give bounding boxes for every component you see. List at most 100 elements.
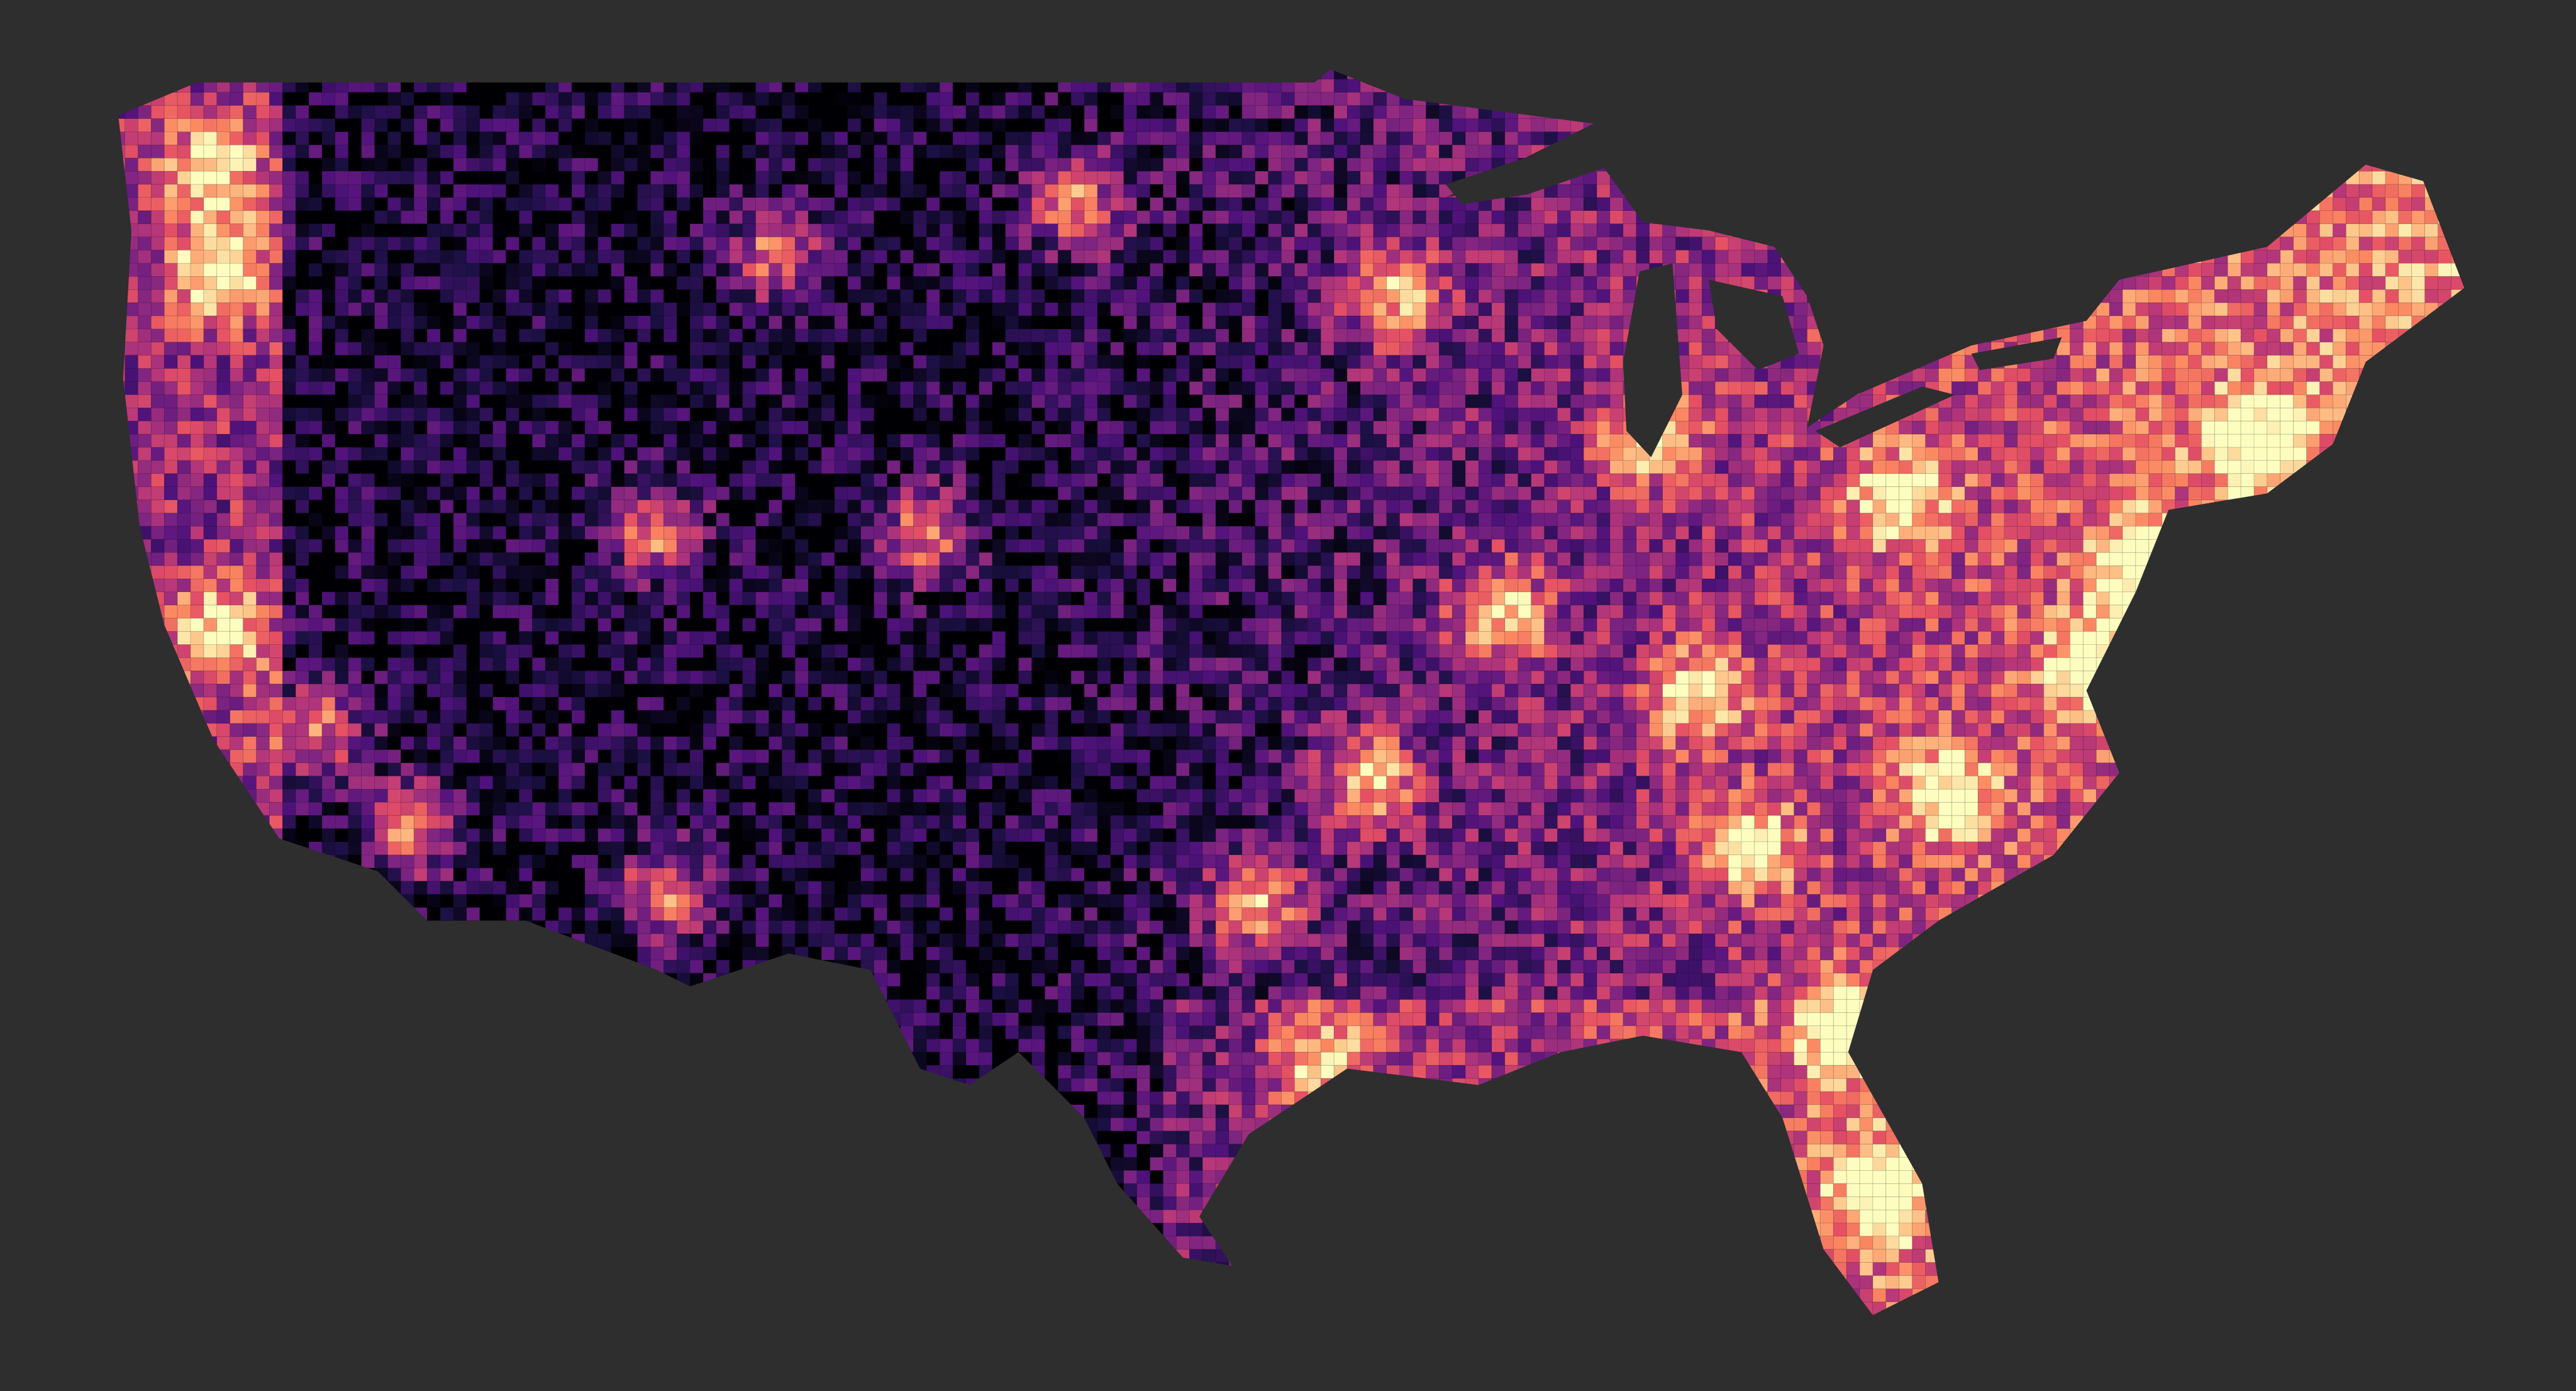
- county-cell: [1794, 302, 1807, 316]
- county-cell: [1504, 289, 1519, 303]
- county-cell: [571, 118, 586, 132]
- county-cell: [361, 210, 375, 225]
- county-cell: [1123, 105, 1138, 119]
- county-cell: [308, 420, 323, 435]
- county-cell: [821, 210, 835, 225]
- county-cell: [2227, 368, 2241, 382]
- county-cell: [190, 105, 204, 119]
- county-cell: [874, 394, 888, 408]
- county-cell: [321, 368, 336, 382]
- county-cell: [729, 118, 743, 132]
- county-cell: [913, 145, 927, 159]
- county-cell: [1097, 118, 1111, 132]
- county-cell: [1491, 289, 1506, 303]
- county-cell: [321, 157, 336, 172]
- county-cell: [900, 237, 914, 250]
- county-cell: [1084, 276, 1098, 290]
- county-cell: [2017, 381, 2031, 395]
- county-cell: [1320, 145, 1335, 159]
- county-cell: [374, 394, 388, 408]
- county-cell: [755, 237, 769, 250]
- county-cell: [1557, 197, 1571, 211]
- county-cell: [1649, 237, 1663, 250]
- county-cell: [1123, 368, 1138, 382]
- county-cell: [466, 223, 480, 238]
- county-cell: [716, 407, 730, 422]
- county-cell: [269, 184, 283, 198]
- county-cell: [492, 381, 506, 395]
- county-cell: [755, 105, 769, 119]
- county-cell: [203, 276, 218, 290]
- county-cell: [769, 184, 782, 198]
- county-cell: [2096, 407, 2110, 422]
- county-cell: [2109, 407, 2123, 422]
- county-cell: [847, 407, 862, 422]
- county-cell: [492, 368, 506, 382]
- county-cell: [702, 315, 717, 330]
- county-cell: [282, 302, 296, 316]
- county-cell: [321, 302, 336, 316]
- county-cell: [663, 197, 677, 211]
- county-cell: [2385, 184, 2399, 198]
- county-cell: [400, 263, 414, 277]
- county-cell: [1583, 197, 1597, 211]
- county-cell: [965, 355, 980, 369]
- county-cell: [361, 420, 375, 435]
- county-cell: [2345, 263, 2360, 277]
- county-cell: [663, 170, 677, 185]
- county-cell: [2345, 302, 2360, 316]
- county-cell: [887, 92, 901, 106]
- county-cell: [808, 237, 822, 250]
- county-cell: [1320, 381, 1335, 395]
- county-cell: [1294, 131, 1308, 145]
- county-cell: [413, 170, 428, 185]
- county-cell: [1360, 289, 1374, 303]
- county-cell: [282, 355, 296, 369]
- county-cell: [1346, 145, 1361, 159]
- county-cell: [1320, 118, 1335, 132]
- county-cell: [597, 118, 612, 132]
- county-cell: [1018, 355, 1032, 369]
- county-cell: [874, 289, 888, 303]
- county-cell: [519, 170, 533, 185]
- county-cell: [440, 105, 454, 119]
- county-cell: [1031, 197, 1045, 211]
- county-cell: [519, 355, 533, 369]
- county-cell: [584, 315, 599, 330]
- county-cell: [611, 328, 625, 343]
- county-cell: [2096, 394, 2110, 408]
- county-cell: [479, 381, 494, 395]
- county-cell: [650, 92, 664, 106]
- county-cell: [597, 92, 612, 106]
- county-cell: [2253, 302, 2268, 316]
- county-cell: [1202, 118, 1216, 132]
- county-cell: [1268, 289, 1282, 303]
- county-cell: [203, 407, 218, 422]
- county-cell: [2004, 407, 2018, 422]
- county-cell: [2057, 381, 2070, 395]
- county-cell: [1241, 263, 1256, 277]
- county-cell: [479, 118, 494, 132]
- county-cell: [1110, 157, 1124, 172]
- county-cell: [2188, 315, 2202, 330]
- county-cell: [571, 210, 586, 225]
- county-cell: [689, 157, 704, 172]
- county-cell: [1609, 237, 1624, 250]
- county-cell: [138, 342, 152, 356]
- county-cell: [1491, 223, 1506, 238]
- county-cell: [1478, 118, 1492, 132]
- county-cell: [2411, 289, 2426, 303]
- county-cell: [466, 342, 480, 356]
- county-cell: [1465, 131, 1479, 145]
- county-cell: [1163, 184, 1177, 198]
- county-cell: [2175, 407, 2189, 422]
- county-cell: [1452, 105, 1466, 119]
- county-cell: [2109, 315, 2123, 330]
- county-cell: [637, 170, 651, 185]
- county-cell: [426, 118, 441, 132]
- county-cell: [1070, 210, 1085, 225]
- county-cell: [689, 118, 704, 132]
- county-cell: [1465, 328, 1479, 343]
- county-cell: [164, 197, 178, 211]
- county-cell: [190, 289, 204, 303]
